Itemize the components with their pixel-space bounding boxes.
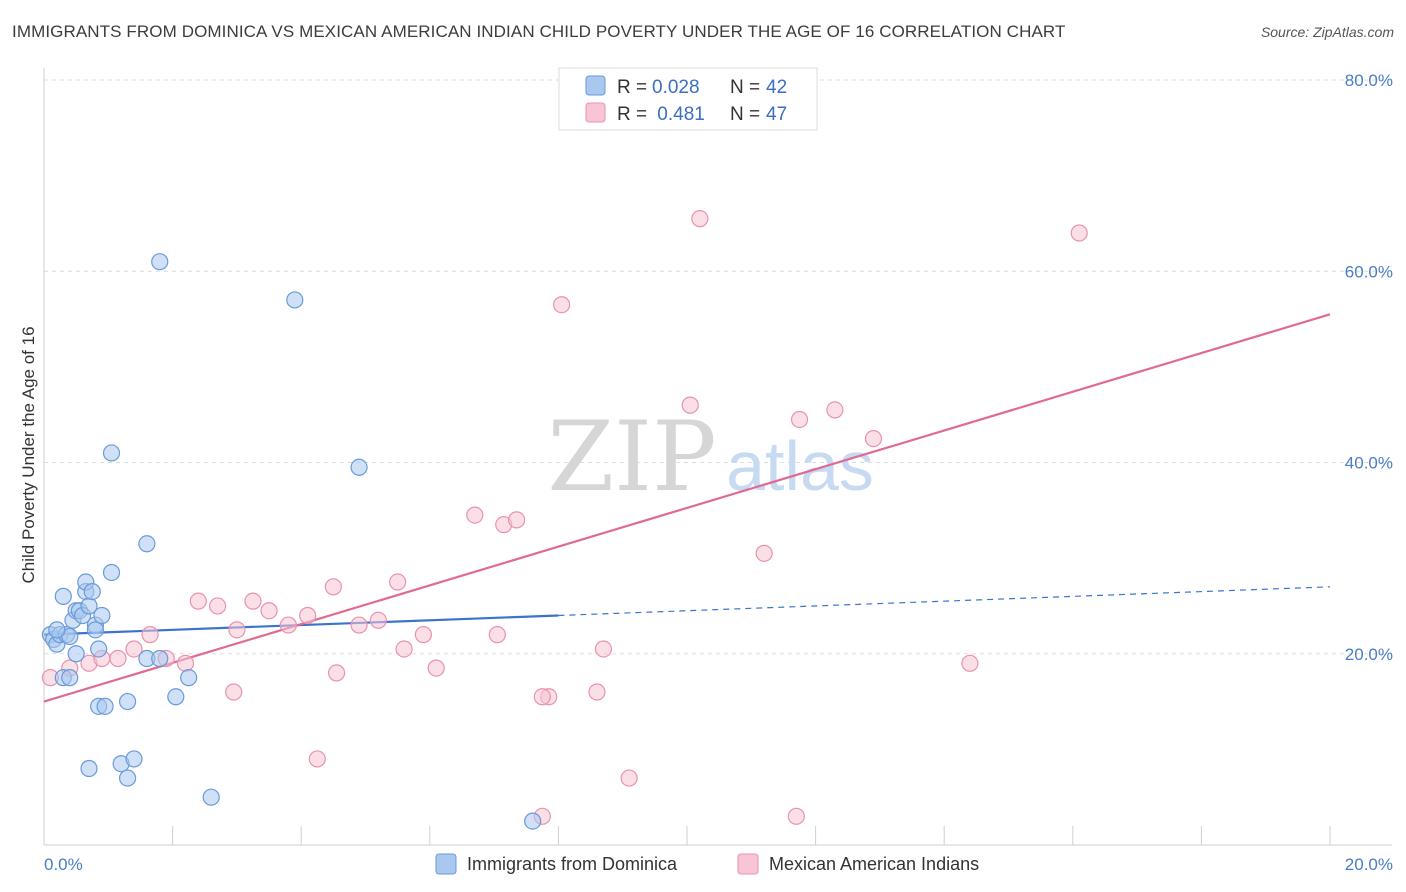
point-pink-42 (826, 401, 844, 419)
point-pink-16 (299, 606, 317, 625)
point-pink-23 (395, 640, 413, 658)
point-pink-25 (427, 659, 445, 677)
point-blue-33 (151, 649, 169, 668)
point-pink-36 (681, 396, 699, 414)
watermark: ZIP atlas (547, 401, 874, 513)
point-pink-5 (125, 640, 143, 658)
point-pink-43 (864, 429, 883, 448)
point-pink-34 (594, 640, 613, 658)
point-pink-18 (327, 664, 346, 682)
point-blue-18 (83, 582, 101, 601)
point-blue-21 (90, 640, 108, 658)
x-tick-min: 0.0% (44, 855, 83, 874)
point-blue-35 (167, 688, 185, 706)
trend-blue-dashed (558, 586, 1331, 617)
chart-title: IMMIGRANTS FROM DOMINICA VS MEXICAN AMER… (12, 22, 1066, 41)
point-blue-36 (180, 669, 198, 687)
point-blue-34 (151, 253, 169, 271)
point-pink-14 (260, 602, 278, 620)
series-legend-label-blue: Immigrants from Dominica (467, 854, 678, 874)
legend-r-value-pink: 0.481 (652, 104, 705, 125)
legend-r-value-blue: 0.028 (652, 77, 700, 98)
point-pink-11 (225, 683, 243, 701)
y-tick-labels: 20.0% 40.0% 60.0% 80.0% (1345, 71, 1393, 664)
point-blue-40 (524, 812, 542, 830)
point-pink-13 (244, 592, 262, 610)
series-legend-swatch-blue (435, 853, 457, 875)
y-tick-label-20: 20.0% (1345, 645, 1393, 664)
point-pink-41 (790, 410, 809, 429)
point-pink-17 (308, 750, 326, 768)
legend-n-value-blue: 42 (766, 77, 787, 98)
point-pink-9 (189, 592, 207, 610)
point-blue-10 (67, 645, 85, 663)
axes (43, 68, 1392, 846)
point-blue-38 (286, 291, 304, 309)
point-pink-20 (350, 616, 368, 634)
point-pink-45 (1070, 224, 1088, 242)
point-pink-44 (961, 654, 979, 672)
point-blue-29 (125, 750, 143, 768)
point-pink-6 (141, 626, 159, 644)
legend-r-label-pink: R = (617, 104, 647, 125)
point-blue-20 (86, 621, 105, 639)
series-legend-swatch-pink (737, 853, 759, 875)
point-pink-33 (588, 683, 606, 701)
point-pink-22 (389, 573, 407, 591)
point-blue-30 (102, 444, 121, 462)
point-blue-25 (102, 563, 121, 582)
trend-line-pink (43, 313, 1331, 703)
point-pink-39 (755, 544, 773, 562)
point-blue-28 (118, 769, 137, 787)
point-blue-37 (202, 788, 220, 806)
point-pink-37 (691, 210, 709, 228)
point-pink-4 (109, 649, 127, 668)
grid-lines (44, 79, 1392, 655)
point-pink-24 (414, 626, 432, 644)
source-label: Source: ZipAtlas.com (1260, 24, 1394, 40)
series-legend-label-pink: Mexican American Indians (769, 854, 979, 874)
legend-n-value-pink: 47 (766, 104, 787, 125)
legend-swatch-pink (585, 102, 606, 123)
point-pink-10 (209, 597, 227, 615)
series-legend: Immigrants from Dominica Mexican America… (435, 853, 979, 875)
legend-n-label-blue: N = (730, 77, 760, 98)
y-tick-label-60: 60.0% (1345, 262, 1393, 281)
legend-swatch-blue (585, 75, 606, 96)
trend-pink-solid (43, 313, 1331, 703)
point-blue-39 (350, 458, 368, 476)
watermark-zip: ZIP (547, 401, 716, 513)
point-blue-24 (96, 697, 114, 715)
point-pink-29 (508, 511, 526, 529)
point-pink-40 (787, 807, 805, 825)
point-pink-8 (176, 654, 195, 672)
y-axis-label: Child Poverty Under the Age of 16 (19, 326, 38, 583)
point-blue-23 (93, 606, 111, 625)
watermark-atlas: atlas (726, 427, 874, 505)
point-blue-5 (54, 587, 72, 605)
point-pink-21 (369, 611, 387, 629)
point-pink-26 (466, 506, 484, 524)
point-pink-12 (228, 621, 246, 639)
point-blue-27 (118, 692, 137, 711)
y-tick-label-80: 80.0% (1345, 71, 1393, 90)
point-blue-17 (80, 759, 98, 778)
point-pink-19 (324, 578, 342, 596)
stats-legend: R = 0.028 N = 42 R = 0.481 N = 47 (558, 67, 818, 131)
point-pink-35 (620, 769, 638, 787)
point-blue-8 (61, 669, 79, 687)
points-blue (41, 253, 542, 830)
x-tick-max: 20.0% (1345, 855, 1393, 874)
point-blue-32 (138, 535, 156, 553)
point-pink-15 (279, 616, 297, 634)
point-pink-27 (488, 626, 506, 644)
legend-n-label-pink: N = (730, 104, 760, 125)
y-tick-label-40: 40.0% (1345, 454, 1393, 473)
legend-r-label-blue: R = (617, 77, 647, 98)
point-pink-32 (553, 296, 571, 314)
point-blue-41 (48, 621, 66, 639)
point-pink-46 (533, 688, 551, 706)
